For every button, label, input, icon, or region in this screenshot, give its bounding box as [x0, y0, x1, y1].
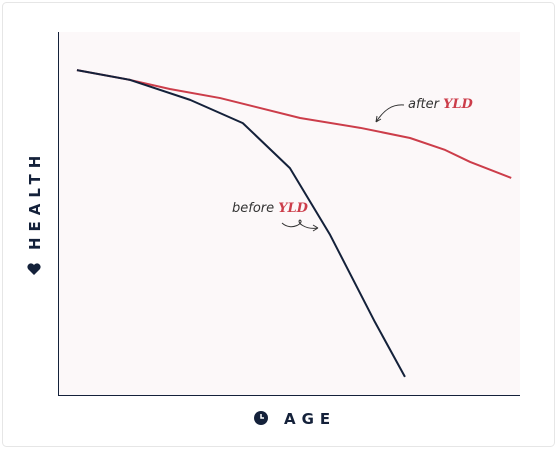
annotation-highlight: YLD — [443, 97, 473, 112]
line — [76, 69, 406, 378]
annotation: before YLD — [232, 201, 309, 216]
annotation-highlight: YLD — [278, 201, 308, 216]
heart-icon — [27, 263, 41, 275]
x-axis-label: AGE — [284, 410, 336, 428]
after-arrow — [375, 104, 405, 123]
y-axis-label: HEALTH — [26, 150, 44, 250]
line — [76, 69, 512, 179]
annotation-text: after — [408, 97, 441, 112]
annotation-text: before — [232, 201, 274, 216]
before-arrow — [281, 219, 319, 232]
clock-hands — [260, 414, 264, 419]
plot-area — [58, 32, 520, 395]
annotation: after YLD — [408, 97, 474, 112]
